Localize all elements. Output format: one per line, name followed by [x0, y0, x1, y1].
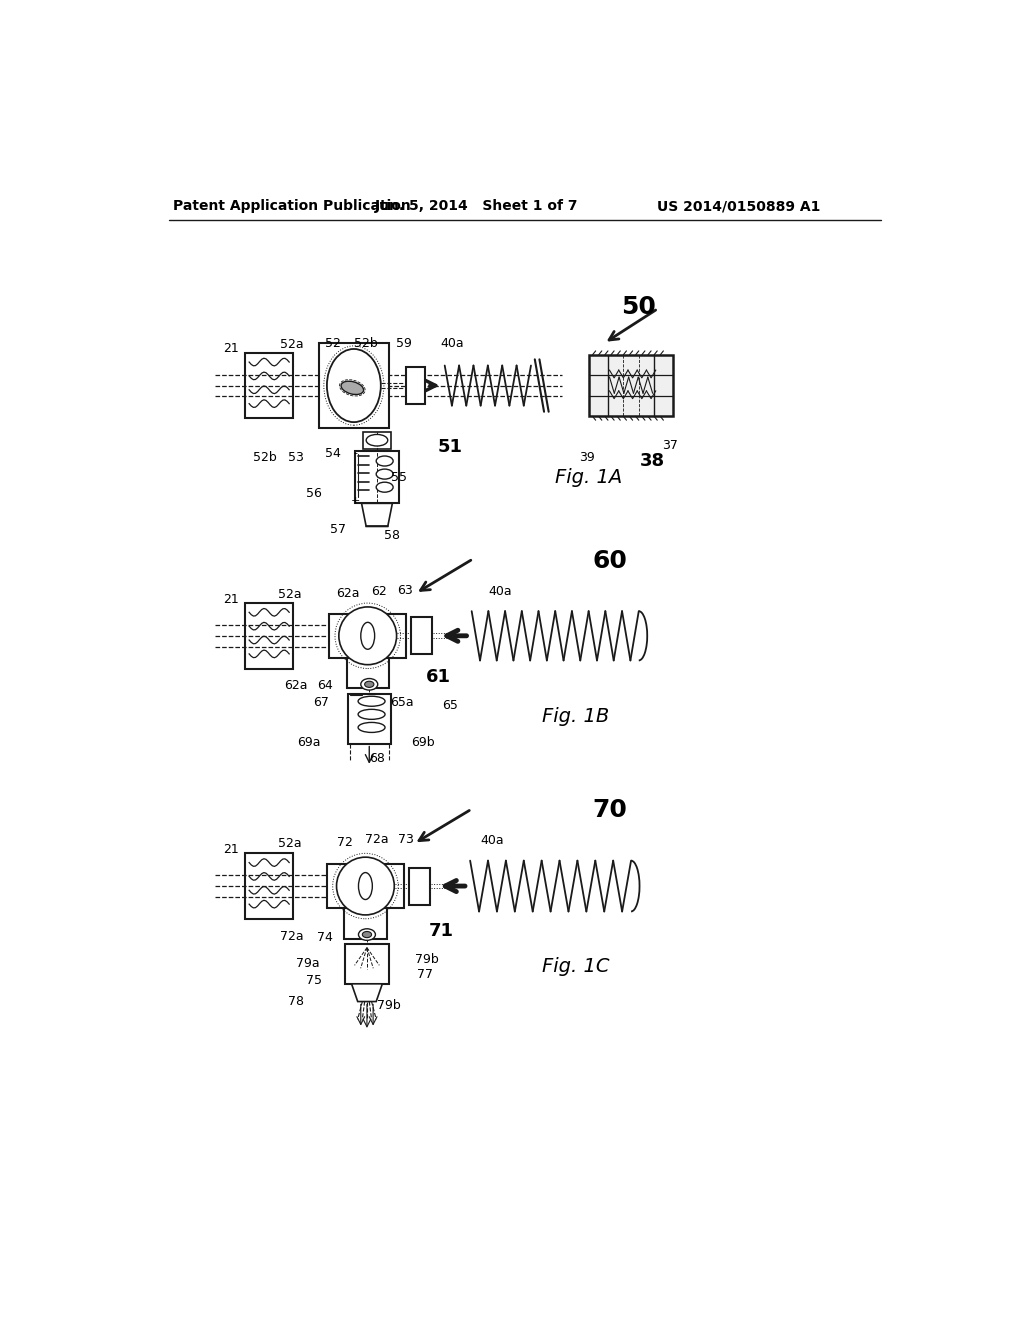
Text: 79a: 79a [296, 957, 319, 970]
Ellipse shape [362, 932, 372, 937]
Text: 52a: 52a [279, 837, 302, 850]
Text: 21: 21 [223, 593, 239, 606]
Text: 67: 67 [313, 696, 330, 709]
Text: 52: 52 [326, 337, 341, 350]
Bar [411, 618, 432, 655]
Text: Jun. 5, 2014   Sheet 1 of 7: Jun. 5, 2014 Sheet 1 of 7 [376, 199, 579, 213]
Bar [364, 432, 391, 449]
Text: 69a: 69a [297, 735, 321, 748]
Bar [327, 865, 403, 908]
Text: 79b: 79b [377, 999, 400, 1012]
Bar [409, 867, 430, 904]
Text: 62a: 62a [285, 680, 308, 693]
Ellipse shape [376, 482, 393, 492]
Bar [589, 355, 674, 416]
Text: 60: 60 [592, 549, 627, 573]
Text: +: + [350, 496, 360, 506]
Text: 52a: 52a [279, 589, 302, 602]
Text: 53: 53 [288, 450, 304, 463]
Text: 58: 58 [384, 529, 400, 543]
Text: 21: 21 [223, 342, 239, 355]
Bar [355, 451, 398, 503]
Ellipse shape [360, 622, 375, 649]
Ellipse shape [358, 696, 385, 706]
Text: 37: 37 [662, 440, 678, 453]
Polygon shape [361, 503, 392, 527]
Bar [344, 908, 387, 939]
Text: 54: 54 [326, 446, 341, 459]
Ellipse shape [376, 469, 393, 479]
Text: 69b: 69b [412, 735, 435, 748]
Text: 75: 75 [306, 974, 322, 987]
Ellipse shape [358, 873, 373, 899]
Text: 40a: 40a [440, 337, 464, 350]
Ellipse shape [367, 434, 388, 446]
Bar [346, 657, 389, 689]
Bar [246, 853, 293, 919]
Text: 72a: 72a [281, 929, 304, 942]
Ellipse shape [341, 381, 364, 395]
Text: Fig. 1B: Fig. 1B [542, 708, 609, 726]
Bar [330, 614, 407, 657]
Text: 40a: 40a [480, 834, 504, 847]
Bar [246, 352, 293, 418]
Text: 52b: 52b [353, 337, 377, 350]
Text: 64: 64 [316, 680, 333, 693]
Text: Patent Application Publication: Patent Application Publication [173, 199, 411, 213]
Text: 39: 39 [580, 450, 595, 463]
Text: 38: 38 [640, 451, 666, 470]
Bar [345, 944, 388, 983]
Text: 65a: 65a [390, 696, 414, 709]
Ellipse shape [339, 607, 396, 665]
Text: 79b: 79b [415, 953, 439, 966]
Text: -: - [353, 449, 357, 458]
Text: 61: 61 [426, 668, 451, 685]
Text: 57: 57 [331, 523, 346, 536]
Text: 55: 55 [390, 471, 407, 484]
Ellipse shape [365, 681, 374, 688]
Text: 73: 73 [397, 833, 414, 846]
Text: 72a: 72a [366, 833, 389, 846]
Text: 65: 65 [442, 698, 458, 711]
Ellipse shape [337, 857, 394, 915]
Text: 52b: 52b [253, 450, 278, 463]
Text: 77: 77 [418, 968, 433, 981]
Text: 59: 59 [396, 337, 412, 350]
Text: 68: 68 [369, 752, 385, 766]
Text: US 2014/0150889 A1: US 2014/0150889 A1 [657, 199, 820, 213]
Text: Fig. 1A: Fig. 1A [555, 469, 623, 487]
Text: 74: 74 [316, 931, 333, 944]
Text: 56: 56 [306, 487, 322, 500]
Bar [348, 693, 391, 743]
Ellipse shape [376, 455, 393, 466]
Text: 21: 21 [223, 842, 239, 855]
Ellipse shape [358, 929, 376, 940]
Text: 62a: 62a [336, 587, 359, 601]
Text: 70: 70 [592, 797, 627, 822]
Text: Fig. 1C: Fig. 1C [542, 957, 609, 977]
Bar [406, 367, 425, 404]
Text: 71: 71 [428, 921, 454, 940]
Text: 51: 51 [437, 438, 463, 457]
Text: 63: 63 [397, 583, 414, 597]
Bar [246, 603, 293, 668]
Ellipse shape [358, 722, 385, 733]
Ellipse shape [327, 348, 381, 422]
Bar [319, 343, 388, 428]
Text: 72: 72 [337, 836, 352, 849]
Ellipse shape [358, 709, 385, 719]
Text: 62: 62 [372, 585, 387, 598]
Polygon shape [351, 983, 382, 1002]
Text: 78: 78 [288, 995, 304, 1008]
Text: 40a: 40a [488, 585, 512, 598]
Text: 50: 50 [622, 294, 656, 319]
Ellipse shape [360, 678, 378, 690]
Text: 52a: 52a [281, 338, 304, 351]
